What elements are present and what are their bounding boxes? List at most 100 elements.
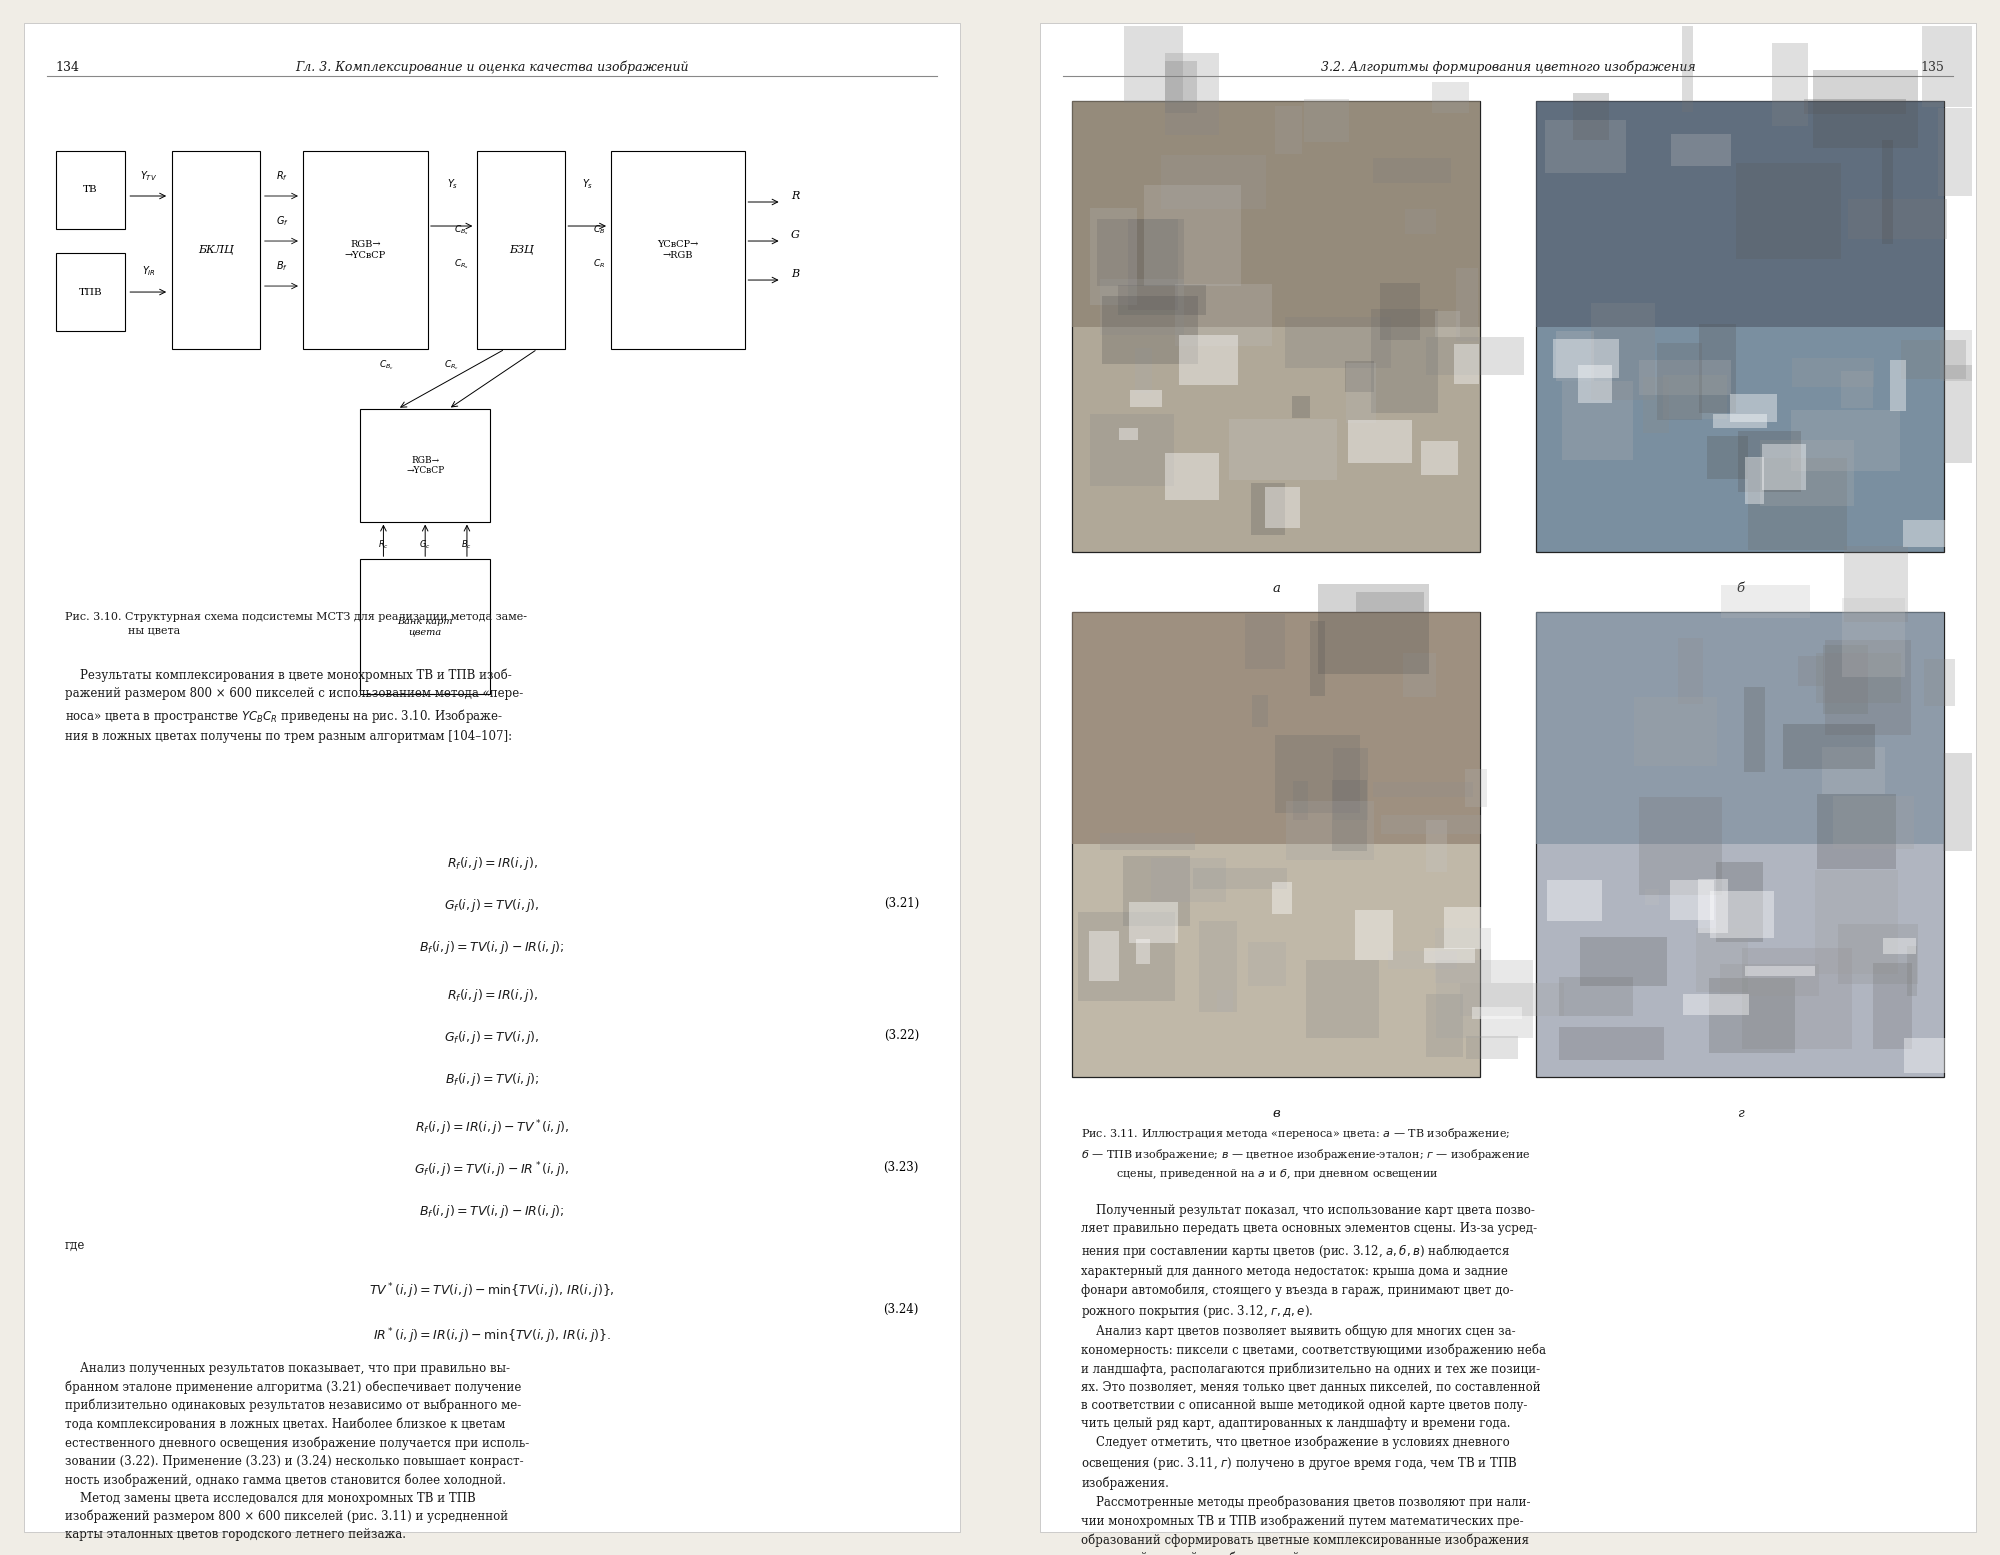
Bar — [1644, 889, 1658, 905]
Bar — [1318, 583, 1430, 675]
Bar — [1678, 639, 1702, 704]
Bar — [1760, 440, 1854, 505]
Bar — [1348, 420, 1412, 463]
Bar — [1374, 782, 1472, 798]
Text: RGB→
→YCвCР: RGB→ →YCвCР — [406, 456, 444, 476]
Text: $G_f(i,j) = TV(i,j),$: $G_f(i,j) = TV(i,j),$ — [444, 897, 540, 914]
Bar — [1162, 156, 1266, 208]
Bar — [1638, 796, 1722, 896]
Bar — [1558, 1028, 1664, 1061]
Text: $C_{R_s}$: $C_{R_s}$ — [454, 258, 470, 271]
Bar — [1710, 891, 1774, 938]
Bar — [1556, 331, 1594, 381]
Text: $Y_{IR}$: $Y_{IR}$ — [142, 264, 156, 278]
Bar — [1374, 157, 1450, 183]
Text: $G_f$: $G_f$ — [276, 215, 288, 229]
Bar — [1842, 372, 1874, 407]
Bar — [56, 151, 126, 229]
Bar — [1536, 611, 1944, 1076]
Text: Полученный результат показал, что использование карт цвета позво-
ляет правильно: Полученный результат показал, что исполь… — [1082, 1205, 1546, 1555]
Bar — [1826, 641, 1912, 736]
Bar — [1944, 365, 2000, 463]
Text: ТПВ: ТПВ — [78, 288, 102, 297]
Bar — [1710, 978, 1796, 1053]
Bar — [1346, 364, 1376, 423]
Bar — [1638, 359, 1730, 395]
Bar — [1216, 991, 1232, 1012]
Bar — [1372, 309, 1438, 412]
Bar — [1388, 950, 1456, 969]
Bar — [56, 253, 126, 331]
Text: БЗЦ: БЗЦ — [508, 246, 534, 255]
Text: $R_f$: $R_f$ — [276, 169, 288, 183]
Bar — [1700, 323, 1736, 414]
Bar — [1460, 983, 1564, 1015]
Bar — [1644, 376, 1670, 432]
Text: $Y_s$: $Y_s$ — [446, 177, 458, 191]
Bar — [1748, 459, 1848, 550]
Bar — [1332, 781, 1368, 851]
Text: Банк карт
цвета: Банк карт цвета — [398, 617, 452, 636]
Bar — [1890, 361, 1906, 411]
Bar — [1562, 381, 1632, 460]
Bar — [1072, 611, 1480, 844]
Text: (3.22): (3.22) — [884, 1029, 918, 1042]
Bar — [1792, 411, 1900, 471]
Text: $Y_s$: $Y_s$ — [582, 177, 594, 191]
Bar — [1466, 770, 1488, 807]
Text: $R_f(i,j) = IR(i,j),$: $R_f(i,j) = IR(i,j),$ — [446, 855, 538, 872]
Bar — [1252, 484, 1286, 535]
Bar — [1536, 101, 1944, 327]
Bar — [1682, 995, 1748, 1015]
Bar — [1822, 746, 1886, 795]
Bar — [1432, 82, 1468, 112]
Bar — [1664, 375, 1728, 418]
Bar — [1436, 959, 1532, 1039]
Bar — [1902, 341, 1966, 379]
Bar — [1420, 442, 1458, 476]
Text: г: г — [1736, 1107, 1744, 1120]
Text: 134: 134 — [56, 61, 80, 75]
Bar — [1344, 361, 1374, 392]
Bar — [1284, 317, 1392, 367]
Bar — [1100, 278, 1184, 334]
Bar — [1164, 453, 1220, 501]
Bar — [1434, 311, 1460, 337]
Bar — [1180, 336, 1238, 386]
Text: G: G — [790, 230, 800, 239]
Text: $IR^*(i,j) = IR(i,j) - \min\{TV(i,j),\,IR(i,j)\}.$: $IR^*(i,j) = IR(i,j) - \min\{TV(i,j),\,I… — [374, 1326, 610, 1345]
Text: RGB→
→YCвCР: RGB→ →YCвCР — [344, 241, 386, 260]
Text: $B_f(i,j) = TV(i,j);$: $B_f(i,j) = TV(i,j);$ — [444, 1071, 540, 1088]
Bar — [172, 151, 260, 348]
Text: (3.21): (3.21) — [884, 897, 918, 910]
Bar — [1574, 93, 1610, 140]
Bar — [1134, 348, 1152, 392]
Bar — [1736, 163, 1840, 260]
Text: $G_f(i,j) = TV(i,j),$: $G_f(i,j) = TV(i,j),$ — [444, 1029, 540, 1047]
Bar — [1670, 134, 1730, 165]
Text: $B_f(i,j) = TV(i,j) - IR(i,j);$: $B_f(i,j) = TV(i,j) - IR(i,j);$ — [420, 1204, 564, 1219]
Bar — [1906, 945, 1918, 997]
Text: Рис. 3.11. Иллюстрация метода «переноса» цвета: $а$ — ТВ изображение;
$б$ — ТПВ : Рис. 3.11. Иллюстрация метода «переноса»… — [1082, 1126, 1530, 1180]
Bar — [1472, 1008, 1522, 1019]
Bar — [1798, 656, 1824, 686]
Bar — [1842, 599, 1904, 676]
Bar — [1382, 815, 1482, 835]
Text: $R_c$: $R_c$ — [378, 538, 388, 550]
Bar — [1730, 393, 1778, 421]
Bar — [1174, 283, 1272, 345]
Bar — [1942, 753, 2000, 851]
Bar — [1192, 868, 1286, 888]
Text: 135: 135 — [1920, 61, 1944, 75]
Bar — [1708, 437, 1748, 479]
Bar — [1040, 23, 1976, 1532]
Bar — [1426, 994, 1462, 1057]
Bar — [1334, 748, 1368, 819]
Text: $C_{R_c}$: $C_{R_c}$ — [444, 358, 458, 372]
Bar — [1682, 9, 1692, 112]
Text: $B_c$: $B_c$ — [462, 538, 472, 550]
Bar — [1424, 949, 1474, 963]
Text: Результаты комплексирования в цвете монохромных ТВ и ТПВ изоб-
ражений размером : Результаты комплексирования в цвете моно… — [66, 669, 524, 743]
Bar — [1844, 546, 1908, 622]
Text: $C_B$: $C_B$ — [594, 222, 606, 235]
